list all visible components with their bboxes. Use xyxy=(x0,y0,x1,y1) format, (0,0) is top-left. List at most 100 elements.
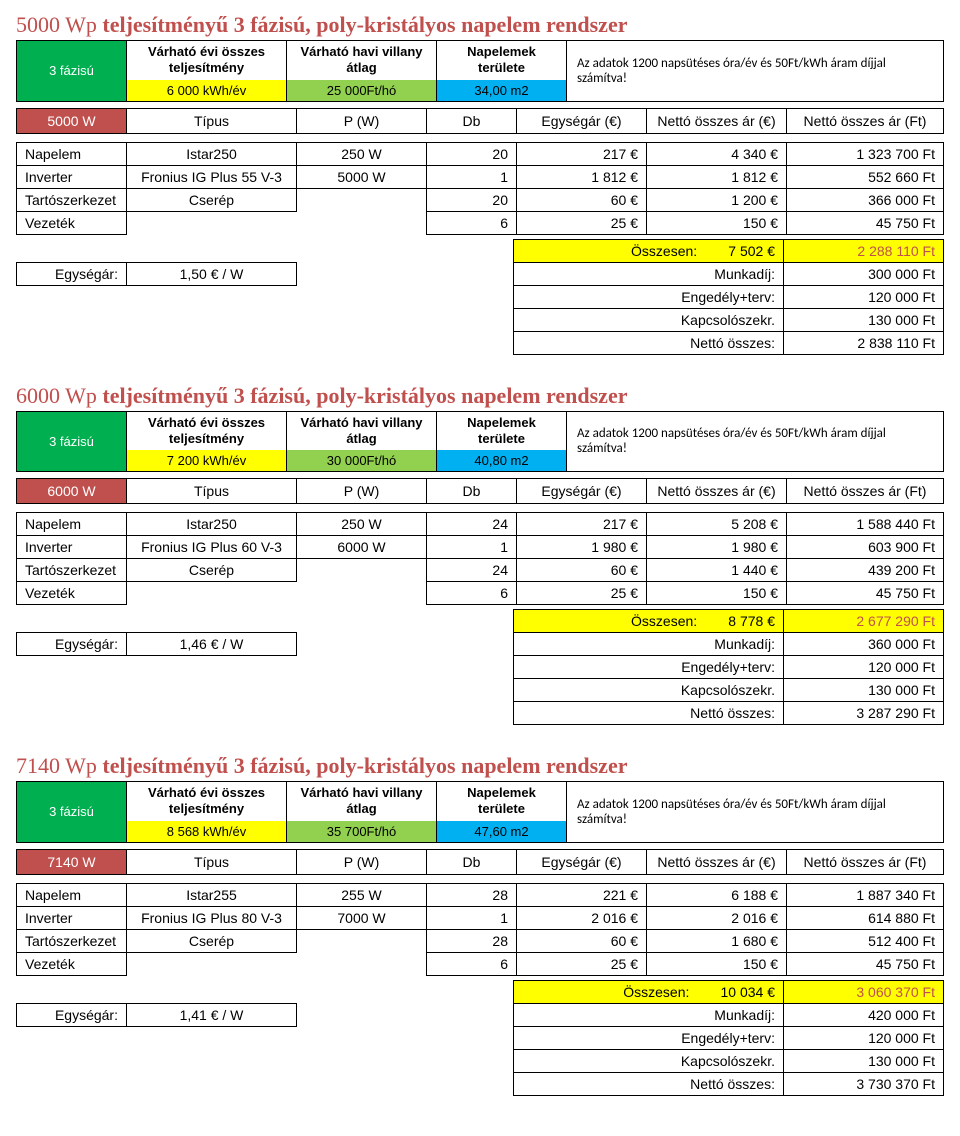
watt-cell: 6000 W xyxy=(17,479,127,504)
header-table: 6000 W Típus P (W) Db Egységár (€) Nettó… xyxy=(16,478,944,504)
row-pw xyxy=(297,582,427,605)
row-db: 20 xyxy=(427,142,517,165)
row-pw: 6000 W xyxy=(297,536,427,559)
hdr-ft: Várható havi villany átlag xyxy=(287,412,436,451)
row-type xyxy=(127,952,297,975)
row-db: 1 xyxy=(427,165,517,188)
info-row: 3 fázisú Várható évi összes teljesítmény… xyxy=(16,411,944,473)
total-label: Munkadíj: xyxy=(514,633,784,656)
info-note: Az adatok 1200 napsütéses óra/év és 50Ft… xyxy=(567,782,943,842)
row-pw xyxy=(297,211,427,234)
total-value: 2 838 110 Ft xyxy=(784,331,944,354)
row-db: 6 xyxy=(427,211,517,234)
totals-kapcs: Kapcsolószekr. 130 000 Ft xyxy=(17,1049,944,1072)
row-type: Fronius IG Plus 55 V-3 xyxy=(127,165,297,188)
total-value: 3 287 290 Ft xyxy=(784,702,944,725)
val-m2: 40,80 m2 xyxy=(437,450,566,471)
total-label: Nettó összes: xyxy=(514,1072,784,1095)
total-label: Engedély+terv: xyxy=(514,1026,784,1049)
total-value: 3 730 370 Ft xyxy=(784,1072,944,1095)
table-row: Napelem Istar250 250 W 20 217 € 4 340 € … xyxy=(17,142,944,165)
val-kwh: 7 200 kWh/év xyxy=(127,450,286,471)
col-ft: Várható havi villany átlag 35 700Ft/hó xyxy=(287,782,437,842)
row-unitp: 1 980 € xyxy=(517,536,647,559)
total-label: Kapcsolószekr. xyxy=(514,679,784,702)
val-ft: 35 700Ft/hó xyxy=(287,821,436,842)
row-pw: 250 W xyxy=(297,513,427,536)
totals-engedely: Engedély+terv: 120 000 Ft xyxy=(17,285,944,308)
row-type: Cserép xyxy=(127,929,297,952)
hdr-sume: Nettó összes ár (€) xyxy=(647,479,787,504)
totals-engedely: Engedély+terv: 120 000 Ft xyxy=(17,656,944,679)
row-unitp: 2 016 € xyxy=(517,906,647,929)
hdr-sume: Nettó összes ár (€) xyxy=(647,108,787,133)
totals-engedely: Engedély+terv: 120 000 Ft xyxy=(17,1026,944,1049)
row-pw: 255 W xyxy=(297,883,427,906)
totals-table: Összesen: 10 034 € 3 060 370 Ft Egységár… xyxy=(16,980,944,1096)
total-value: 120 000 Ft xyxy=(784,1026,944,1049)
row-label: Vezeték xyxy=(17,952,127,975)
row-label: Inverter xyxy=(17,536,127,559)
row-unitp: 217 € xyxy=(517,142,647,165)
table-row: Tartószerkezet Cserép 28 60 € 1 680 € 51… xyxy=(17,929,944,952)
section-title: 5000 Wp teljesítményű 3 fázisú, poly-kri… xyxy=(16,12,944,38)
row-label: Tartószerkezet xyxy=(17,188,127,211)
title-rest: teljesítményű 3 fázisú, poly-kristályos … xyxy=(102,383,627,408)
totals-osszesen: Összesen: 8 778 € 2 677 290 Ft xyxy=(17,610,944,633)
row-label: Napelem xyxy=(17,883,127,906)
totals-netto: Nettó összes: 3 730 370 Ft xyxy=(17,1072,944,1095)
row-sume: 2 016 € xyxy=(647,906,787,929)
row-db: 20 xyxy=(427,188,517,211)
val-ft: 30 000Ft/hó xyxy=(287,450,436,471)
row-db: 24 xyxy=(427,513,517,536)
system-section: 6000 Wp teljesítményű 3 fázisú, poly-kri… xyxy=(16,383,944,726)
hdr-m2: Napelemek területe xyxy=(437,41,566,80)
hdr-type: Típus xyxy=(127,108,297,133)
col-kwh: Várható évi összes teljesítmény 8 568 kW… xyxy=(127,782,287,842)
info-row: 3 fázisú Várható évi összes teljesítmény… xyxy=(16,781,944,843)
table-row: Vezeték 6 25 € 150 € 45 750 Ft xyxy=(17,211,944,234)
row-sumft: 366 000 Ft xyxy=(787,188,944,211)
row-db: 6 xyxy=(427,582,517,605)
watt-cell: 5000 W xyxy=(17,108,127,133)
row-unitp: 25 € xyxy=(517,211,647,234)
hdr-kwh: Várható évi összes teljesítmény xyxy=(127,782,286,821)
row-sume: 1 812 € xyxy=(647,165,787,188)
row-pw: 5000 W xyxy=(297,165,427,188)
total-value: 130 000 Ft xyxy=(784,679,944,702)
info-note: Az adatok 1200 napsütéses óra/év és 50Ft… xyxy=(567,41,943,101)
totals-munkadij: Egységár: 1,41 € / W Munkadíj: 420 000 F… xyxy=(17,1003,944,1026)
row-unitp: 221 € xyxy=(517,883,647,906)
total-label: Kapcsolószekr. xyxy=(514,308,784,331)
table-row: Tartószerkezet Cserép 24 60 € 1 440 € 43… xyxy=(17,559,944,582)
title-wp: 7140 Wp xyxy=(16,753,97,778)
title-wp: 5000 Wp xyxy=(16,12,97,37)
row-type: Fronius IG Plus 60 V-3 xyxy=(127,536,297,559)
row-sumft: 552 660 Ft xyxy=(787,165,944,188)
row-sumft: 1 887 340 Ft xyxy=(787,883,944,906)
row-type: Istar255 xyxy=(127,883,297,906)
hdr-sumft: Nettó összes ár (Ft) xyxy=(787,849,944,874)
row-pw xyxy=(297,188,427,211)
total-value: 130 000 Ft xyxy=(784,308,944,331)
title-rest: teljesítményű 3 fázisú, poly-kristályos … xyxy=(102,753,627,778)
hdr-type: Típus xyxy=(127,479,297,504)
total-label: Nettó összes: xyxy=(514,702,784,725)
phase-cell: 3 fázisú xyxy=(17,41,127,101)
row-db: 1 xyxy=(427,536,517,559)
totals-munkadij: Egységár: 1,46 € / W Munkadíj: 360 000 F… xyxy=(17,633,944,656)
unit-price-value: 1,41 € / W xyxy=(127,1003,297,1026)
total-value: 420 000 Ft xyxy=(784,1003,944,1026)
unit-price-label: Egységár: xyxy=(17,262,127,285)
row-sume: 5 208 € xyxy=(647,513,787,536)
row-sumft: 614 880 Ft xyxy=(787,906,944,929)
row-pw xyxy=(297,952,427,975)
total-label: Összesen: 7 502 € xyxy=(514,239,784,262)
table-row: Inverter Fronius IG Plus 80 V-3 7000 W 1… xyxy=(17,906,944,929)
row-db: 28 xyxy=(427,883,517,906)
row-sumft: 1 588 440 Ft xyxy=(787,513,944,536)
total-value: 130 000 Ft xyxy=(784,1049,944,1072)
row-label: Inverter xyxy=(17,165,127,188)
row-sumft: 439 200 Ft xyxy=(787,559,944,582)
totals-table: Összesen: 8 778 € 2 677 290 Ft Egységár:… xyxy=(16,609,944,725)
